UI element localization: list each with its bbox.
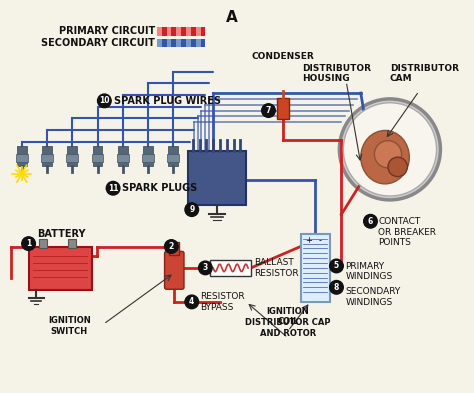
Bar [210,260,251,275]
Bar [169,242,179,255]
Bar [41,154,53,162]
Bar [117,154,128,162]
Bar [91,154,103,162]
Text: DISTRIBUTOR
HOUSING: DISTRIBUTOR HOUSING [302,64,372,83]
Circle shape [199,261,212,275]
Circle shape [364,215,377,228]
Circle shape [343,103,437,196]
Bar [167,154,179,162]
Bar [42,147,52,166]
Text: PRIMARY
WINDINGS: PRIMARY WINDINGS [345,262,392,281]
Text: -: - [319,236,322,245]
Text: +: + [305,236,312,245]
Text: RESISTOR
BYPASS: RESISTOR BYPASS [201,292,245,312]
Text: SPARK PLUGS: SPARK PLUGS [122,183,197,193]
FancyBboxPatch shape [188,151,246,205]
Bar [143,147,153,166]
Circle shape [339,99,440,200]
Text: 4: 4 [189,298,194,307]
Bar [157,27,162,36]
Text: 2: 2 [169,242,174,251]
Text: 10: 10 [99,96,109,105]
Bar [196,27,201,36]
Bar [118,147,128,166]
Text: A: A [226,11,237,26]
Bar [166,27,172,36]
Bar [157,27,205,36]
Circle shape [185,295,199,309]
Bar [186,39,191,48]
Text: PRIMARY CIRCUIT: PRIMARY CIRCUIT [59,26,155,36]
FancyBboxPatch shape [301,234,330,302]
Circle shape [164,240,178,253]
Text: 11: 11 [108,184,118,193]
Bar [66,154,78,162]
Bar [166,39,172,48]
Text: IGNITION
COIL: IGNITION COIL [266,307,310,326]
Text: SECONDARY CIRCUIT: SECONDARY CIRCUIT [41,38,155,48]
Bar [16,154,27,162]
Text: CONDENSER: CONDENSER [252,52,315,61]
Bar [39,239,47,248]
Bar [157,39,162,48]
Circle shape [98,94,111,108]
FancyBboxPatch shape [164,252,184,289]
Text: SPARK PLUG WIRES: SPARK PLUG WIRES [114,96,221,106]
Text: DISTRIBUTOR CAP
AND ROTOR: DISTRIBUTOR CAP AND ROTOR [245,318,331,338]
Bar [1,387,462,393]
Circle shape [330,281,343,294]
Bar [186,27,191,36]
Text: 1: 1 [26,239,31,248]
Bar [176,39,181,48]
Text: BALLAST
RESISTOR: BALLAST RESISTOR [254,258,299,277]
Ellipse shape [361,130,410,184]
Text: 5: 5 [334,261,339,270]
Text: SECONDARY
WINDINGS: SECONDARY WINDINGS [345,287,401,307]
Text: 6: 6 [368,217,373,226]
Circle shape [22,237,36,250]
Text: 3: 3 [203,263,208,272]
Bar [168,147,178,166]
Bar [93,147,102,166]
Circle shape [374,141,401,168]
Bar [68,239,76,248]
Text: CONTACT
OR BREAKER
POINTS: CONTACT OR BREAKER POINTS [378,217,436,247]
Text: IGNITION
SWITCH: IGNITION SWITCH [48,316,91,336]
Bar [176,27,181,36]
Bar [142,154,154,162]
Text: BATTERY: BATTERY [37,229,86,239]
Circle shape [388,157,407,176]
Text: 9: 9 [189,205,194,214]
Circle shape [106,182,120,195]
Text: DISTRIBUTOR
CAM: DISTRIBUTOR CAM [390,64,459,83]
Circle shape [262,104,275,118]
Text: 8: 8 [334,283,339,292]
Text: 7: 7 [266,106,271,115]
Bar [196,39,201,48]
Bar [17,147,27,166]
Bar [277,98,289,119]
Bar [67,147,77,166]
FancyBboxPatch shape [28,246,91,290]
Bar [157,39,205,48]
Circle shape [330,259,343,273]
Circle shape [185,203,199,217]
